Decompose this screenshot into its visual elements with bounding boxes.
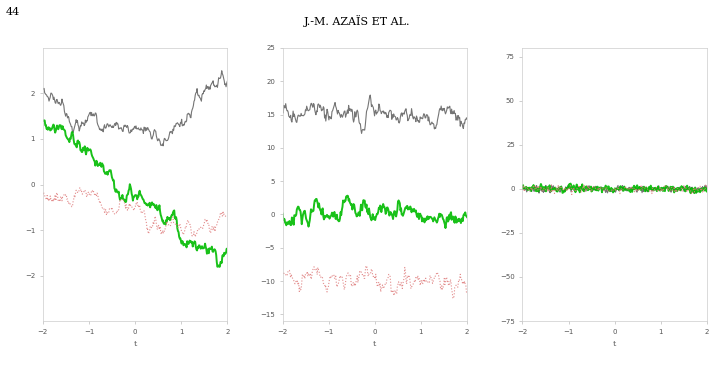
X-axis label: t: t [134, 340, 137, 348]
X-axis label: t: t [613, 340, 616, 348]
X-axis label: t: t [373, 340, 376, 348]
Text: 44: 44 [6, 7, 20, 17]
Text: J.-M. AZAÏS ET AL.: J.-M. AZAÏS ET AL. [303, 15, 411, 27]
